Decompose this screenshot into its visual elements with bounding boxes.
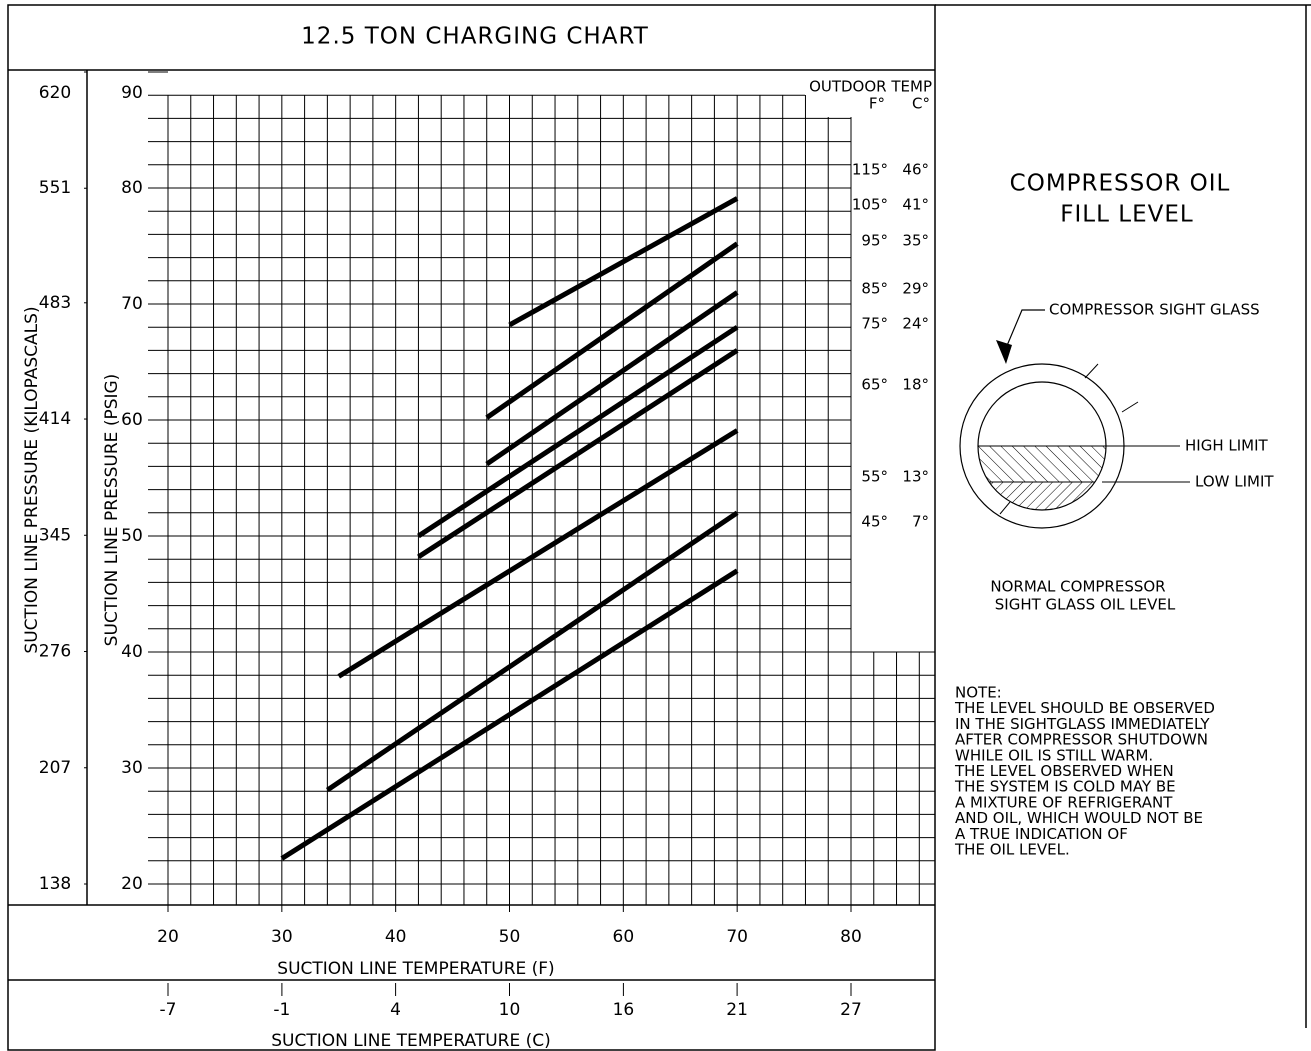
y-tick-label: 20 — [121, 874, 143, 894]
y-tick-label: 50 — [121, 526, 143, 546]
legend-label: 85° — [861, 280, 888, 298]
y2-tick-label: 620 — [39, 83, 71, 103]
legend-label: 35° — [902, 232, 929, 250]
y-tick-label: 80 — [121, 178, 143, 198]
series-line — [280, 568, 739, 861]
legend-label: 24° — [902, 315, 929, 333]
note-line: AND OIL, WHICH WOULD NOT BE — [955, 809, 1203, 827]
legend-label: 65° — [861, 376, 888, 394]
chart-title: 12.5 TON CHARGING CHART — [301, 24, 649, 50]
x-tick-label: 20 — [157, 927, 179, 947]
sight-glass-label: COMPRESSOR SIGHT GLASS — [1049, 301, 1260, 319]
y2-tick-label: 551 — [39, 178, 71, 198]
y-tick-label: 90 — [121, 83, 143, 103]
legend-label: 115° — [852, 161, 888, 179]
x2-tick-label: 21 — [726, 1000, 748, 1020]
x2-tick-label: -1 — [273, 1000, 290, 1020]
legend-unit: F° — [869, 95, 885, 113]
x2-axis-label: SUCTION LINE TEMPERATURE (C) — [271, 1031, 551, 1051]
y2-tick-label: 207 — [39, 758, 71, 778]
x2-tick-label: 16 — [613, 1000, 635, 1020]
x-tick-label: 70 — [726, 927, 748, 947]
x2-tick-label: -7 — [160, 1000, 177, 1020]
y-tick-label: 40 — [121, 642, 143, 662]
low-band — [978, 481, 1106, 510]
y-tick-label: 60 — [121, 410, 143, 430]
x-tick-label: 60 — [613, 927, 635, 947]
note-line: NOTE: — [955, 684, 1002, 702]
legend-label: 75° — [861, 315, 888, 333]
caption: SIGHT GLASS OIL LEVEL — [995, 596, 1176, 614]
low-limit-label: LOW LIMIT — [1195, 473, 1274, 491]
legend-label: 29° — [902, 280, 929, 298]
series-line — [485, 290, 739, 467]
legend-label: 55° — [861, 468, 888, 486]
legend-label: 7° — [912, 513, 929, 531]
panel-title: COMPRESSOR OIL — [1010, 171, 1231, 197]
legend-label: 46° — [902, 161, 929, 179]
x-tick-label: 80 — [840, 927, 862, 947]
note-line: THE OIL LEVEL. — [954, 841, 1070, 859]
series-line — [325, 510, 739, 793]
y2-axis-label: SUCTION LINE PRESSURE (KILOPASCALS) — [22, 306, 42, 653]
x-axis-label: SUCTION LINE TEMPERATURE (F) — [277, 959, 554, 979]
y2-tick-label: 345 — [39, 525, 71, 545]
note-line: WHILE OIL IS STILL WARM. — [955, 746, 1153, 764]
legend-label: 45° — [861, 513, 888, 531]
legend-label: 13° — [902, 468, 929, 486]
high-limit-label: HIGH LIMIT — [1185, 437, 1269, 455]
caption: NORMAL COMPRESSOR — [990, 578, 1165, 596]
series-line — [508, 196, 739, 328]
panel-title: FILL LEVEL — [1060, 202, 1193, 228]
legend-label: 41° — [902, 196, 929, 214]
y2-tick-label: 483 — [39, 293, 71, 313]
legend-label: 95° — [861, 232, 888, 250]
y-axis-label: SUCTION LINE PRESSURE (PSIG) — [102, 374, 122, 647]
note-line: IN THE SIGHTGLASS IMMEDIATELY — [955, 715, 1210, 733]
y2-tick-label: 276 — [39, 642, 71, 662]
series-line — [337, 428, 739, 679]
x2-tick-label: 27 — [840, 1000, 862, 1020]
x2-tick-label: 10 — [499, 1000, 521, 1020]
leader-line — [1005, 309, 1045, 349]
x-tick-label: 50 — [499, 927, 521, 947]
arrow-head — [996, 340, 1012, 364]
glass-mark — [1084, 363, 1099, 379]
note-line: THE LEVEL OBSERVED WHEN — [954, 762, 1174, 780]
note-line: A TRUE INDICATION OF — [955, 825, 1128, 843]
note-line: A MIXTURE OF REFRIGERANT — [955, 793, 1173, 811]
legend-label: 105° — [852, 196, 888, 214]
x2-tick-label: 4 — [390, 1000, 401, 1020]
legend-title: OUTDOOR TEMP — [809, 78, 932, 96]
y2-tick-label: 414 — [39, 409, 71, 429]
x-tick-label: 30 — [271, 927, 293, 947]
legend-label: 18° — [902, 376, 929, 394]
glass-mark — [1121, 401, 1139, 413]
series-line — [485, 241, 739, 420]
legend-unit: C° — [912, 95, 930, 113]
note-line: THE LEVEL SHOULD BE OBSERVED — [954, 699, 1215, 717]
high-band — [978, 445, 1106, 483]
y-tick-label: 30 — [121, 758, 143, 778]
side-panel: COMPRESSOR OIL FILL LEVEL COMPRESSOR SIG… — [954, 171, 1274, 859]
y-tick-label: 70 — [121, 294, 143, 314]
frame — [7, 4, 1311, 1051]
glass-mark — [999, 501, 1011, 515]
y2-tick-label: 138 — [39, 874, 71, 894]
series-line — [417, 325, 739, 539]
note-line: THE SYSTEM IS COLD MAY BE — [954, 778, 1176, 796]
x-tick-label: 40 — [385, 927, 407, 947]
series-line — [417, 348, 739, 559]
note-line: AFTER COMPRESSOR SHUTDOWN — [955, 731, 1208, 749]
